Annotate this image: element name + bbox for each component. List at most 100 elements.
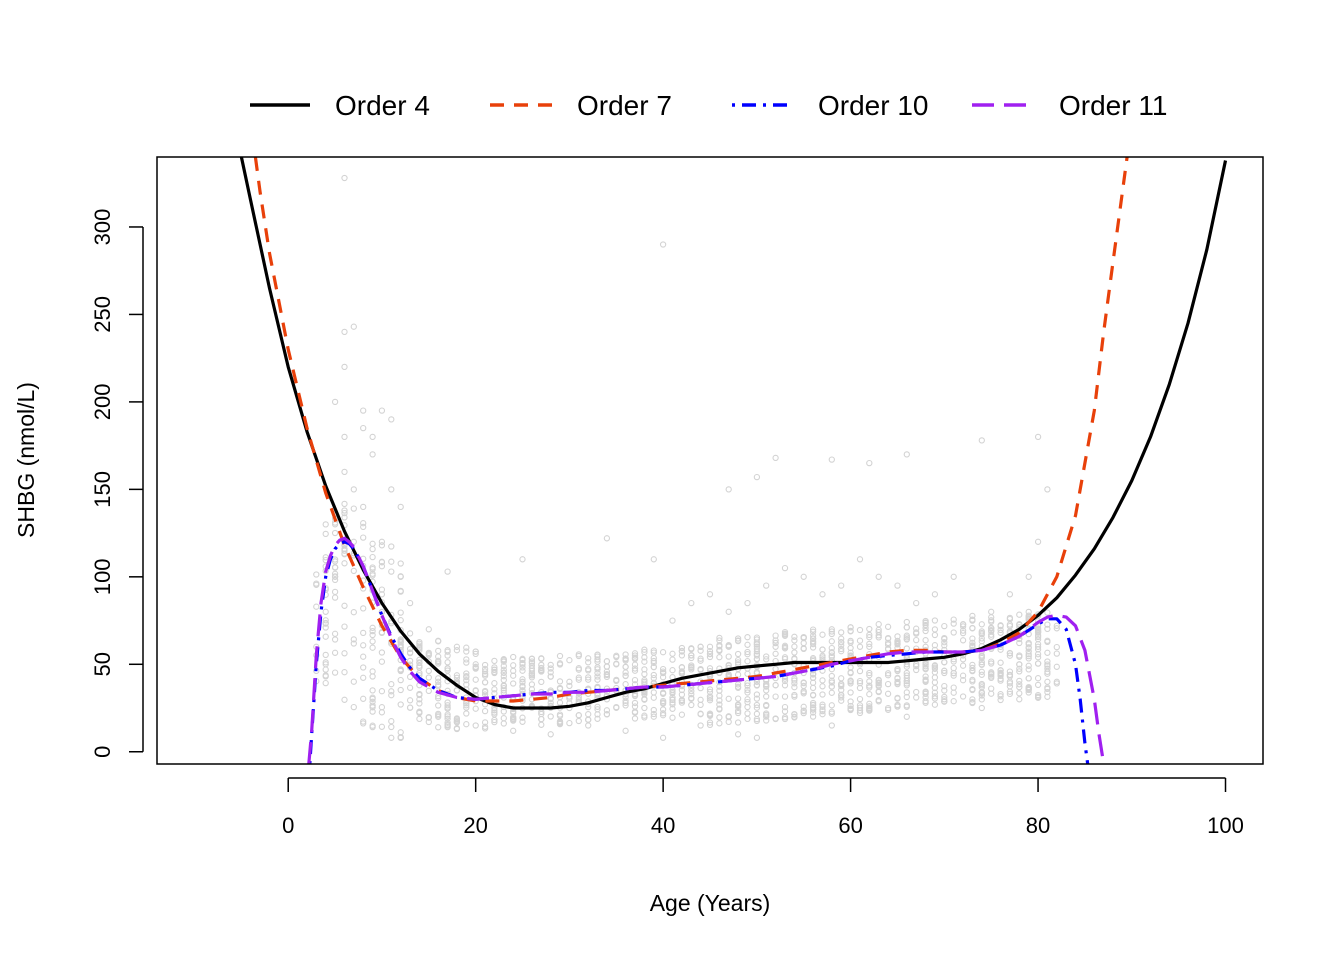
data-point — [463, 656, 470, 663]
data-point — [341, 507, 348, 514]
data-point — [744, 703, 751, 711]
data-point — [360, 523, 367, 531]
data-point — [688, 701, 695, 709]
data-point — [697, 666, 704, 674]
data-point — [1044, 658, 1051, 665]
legend-item-order-4: Order 4 — [250, 90, 430, 121]
data-point — [894, 637, 901, 645]
y-tick-label: 150 — [90, 471, 115, 508]
data-point — [397, 729, 404, 736]
data-point — [435, 713, 442, 720]
data-point — [931, 642, 939, 649]
data-point — [350, 486, 357, 493]
data-point — [1006, 680, 1014, 687]
data-point — [1025, 683, 1032, 691]
data-point — [444, 659, 451, 666]
data-point — [706, 697, 714, 704]
data-point — [706, 650, 714, 657]
data-point — [481, 661, 489, 669]
data-point — [500, 669, 507, 676]
data-point — [369, 540, 376, 547]
data-point — [547, 713, 554, 720]
data-point — [566, 682, 573, 690]
data-point — [594, 703, 601, 710]
data-point — [453, 674, 461, 681]
data-point — [969, 617, 976, 624]
data-point — [669, 617, 676, 624]
data-point — [828, 638, 835, 645]
data-point — [716, 692, 723, 699]
data-point — [406, 697, 414, 704]
data-point — [313, 581, 320, 588]
data-point — [378, 709, 386, 716]
data-point — [922, 619, 929, 627]
data-point — [406, 645, 414, 653]
data-point — [603, 663, 611, 670]
data-point — [566, 678, 573, 685]
data-point — [988, 631, 995, 638]
data-point — [688, 664, 695, 671]
data-point — [350, 678, 357, 685]
data-point — [875, 621, 882, 628]
data-point — [828, 679, 835, 686]
data-point — [697, 655, 704, 662]
data-point — [772, 454, 779, 462]
data-point — [360, 695, 367, 702]
data-point — [903, 451, 910, 458]
data-point — [866, 669, 873, 677]
data-point — [725, 661, 732, 669]
data-point — [331, 649, 339, 656]
data-point — [322, 672, 329, 679]
data-point — [716, 705, 723, 712]
data-point — [931, 679, 939, 686]
data-point — [519, 718, 526, 725]
data-point — [931, 664, 939, 671]
data-point — [838, 682, 845, 690]
data-point — [763, 713, 770, 720]
data-point — [734, 659, 742, 666]
data-point — [734, 656, 742, 664]
data-point — [369, 624, 376, 631]
data-point — [809, 628, 817, 635]
data-point — [500, 673, 507, 680]
data-point — [341, 363, 348, 371]
data-point — [1006, 690, 1014, 698]
data-point — [997, 693, 1004, 700]
data-point — [472, 663, 479, 670]
data-point — [725, 486, 732, 493]
data-point — [444, 702, 451, 709]
data-point — [800, 573, 807, 580]
data-point — [444, 719, 451, 726]
data-point — [547, 661, 554, 669]
data-point — [725, 642, 732, 649]
data-point — [341, 545, 348, 552]
data-point — [931, 701, 939, 708]
data-point — [931, 626, 939, 633]
data-point — [931, 617, 939, 624]
data-point — [444, 665, 451, 672]
data-point — [510, 680, 517, 687]
data-point — [866, 643, 873, 650]
data-point — [922, 665, 929, 672]
data-point — [397, 686, 404, 694]
data-point — [435, 678, 442, 685]
data-point — [688, 652, 695, 659]
data-point — [978, 437, 985, 444]
data-point — [1006, 614, 1014, 622]
data-point — [988, 673, 995, 680]
data-point — [1016, 683, 1023, 691]
data-point — [481, 672, 489, 679]
data-point — [959, 627, 967, 634]
data-point — [519, 656, 526, 664]
data-point — [763, 656, 770, 663]
data-point — [416, 700, 423, 707]
data-point — [791, 677, 798, 684]
data-point — [491, 718, 498, 726]
data-point — [997, 671, 1004, 678]
data-point — [706, 643, 714, 650]
data-point — [631, 708, 639, 715]
data-point — [1025, 652, 1032, 660]
data-point — [1053, 643, 1060, 651]
data-point — [791, 693, 798, 700]
data-point — [884, 680, 892, 688]
